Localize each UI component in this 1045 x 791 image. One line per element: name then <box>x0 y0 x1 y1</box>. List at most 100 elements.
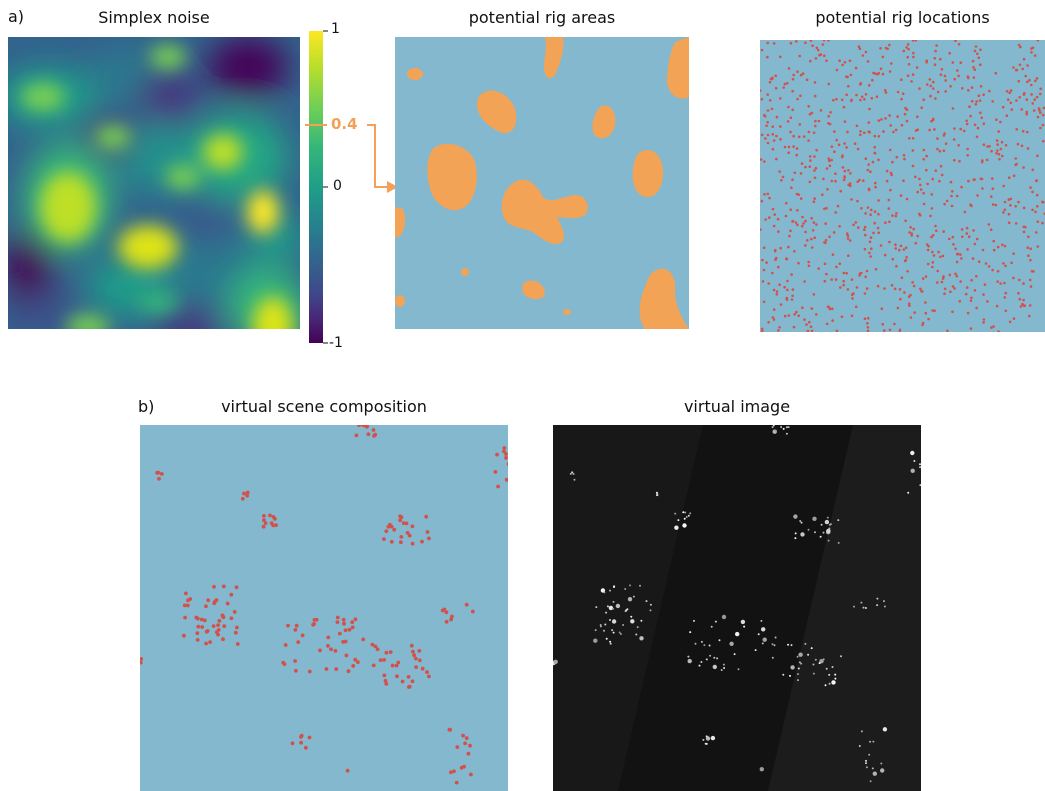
rig-location-dot <box>806 239 809 242</box>
image-spot <box>880 762 883 765</box>
rig-dot <box>283 643 288 647</box>
rig-location-dot <box>945 199 949 203</box>
image-spot <box>705 658 708 661</box>
rig-location-dot <box>914 175 917 179</box>
image-spot <box>624 610 627 613</box>
rig-location-dot <box>894 243 897 246</box>
image-spot <box>761 642 764 645</box>
rig-location-dot <box>918 177 921 181</box>
rig-location-dot <box>985 158 989 162</box>
image-spot <box>818 662 821 665</box>
rig-location-dot <box>891 160 894 164</box>
rig-area <box>481 104 489 110</box>
rig-location-dot <box>865 287 869 290</box>
rig-location-dot <box>997 152 1001 156</box>
rig-dot <box>413 656 418 661</box>
rig-location-dot <box>959 61 963 64</box>
rig-location-dot <box>908 231 911 234</box>
rig-location-dot <box>982 122 986 125</box>
rig-dot <box>346 669 351 674</box>
rig-location-dot <box>765 124 768 128</box>
rig-location-dot <box>893 322 896 326</box>
rig-location-dot <box>768 196 771 200</box>
rig-location-dot <box>854 66 858 70</box>
rig-location-dot <box>951 190 954 193</box>
rig-location-dot <box>784 201 788 205</box>
rig-location-dot <box>777 230 780 233</box>
rig-location-dot <box>787 314 791 317</box>
rig-location-dot <box>924 311 928 315</box>
rig-location-dot <box>777 265 780 269</box>
rig-location-dot <box>953 127 956 130</box>
image-spot <box>907 491 910 494</box>
image-spot <box>622 624 625 626</box>
rig-location-dot <box>828 235 831 239</box>
virtual-image <box>553 425 921 791</box>
rig-dot <box>342 621 346 626</box>
rig-location-dot <box>857 45 861 48</box>
rig-location-dot <box>900 97 903 101</box>
rig-location-dot <box>995 151 998 155</box>
rig-dot <box>290 741 295 746</box>
rig-dot <box>452 769 456 774</box>
rig-dot <box>411 649 415 654</box>
rig-location-dot <box>1035 95 1039 99</box>
rig-location-dot <box>1023 92 1026 95</box>
image-spot <box>862 606 865 609</box>
rig-location-dot <box>1002 184 1005 188</box>
rig-location-dot <box>910 232 913 235</box>
rig-dot <box>444 619 449 624</box>
rig-location-dot <box>792 73 795 77</box>
image-spot <box>612 607 615 610</box>
rig-dot <box>271 523 276 528</box>
rig-location-dot <box>811 229 815 232</box>
rig-location-dot <box>911 281 914 284</box>
rig-dot <box>343 639 348 644</box>
rig-area <box>395 295 405 307</box>
rig-location-dot <box>792 134 795 138</box>
rig-dot <box>216 628 221 632</box>
rig-location-dot <box>883 287 886 290</box>
rig-location-dot <box>787 105 790 109</box>
rig-location-dot <box>830 278 833 281</box>
rig-location-dot <box>967 179 970 183</box>
rig-location-dot <box>817 267 820 270</box>
rig-location-dot <box>763 114 766 117</box>
rig-location-dot <box>859 130 862 133</box>
rig-location-dot <box>766 109 770 112</box>
rig-location-dot <box>850 314 854 318</box>
noise-title: Simplex noise <box>98 8 210 27</box>
rig-location-dot <box>965 119 968 123</box>
image-spot <box>771 656 774 659</box>
rig-area <box>477 90 517 134</box>
rig-location-dot <box>951 61 955 64</box>
image-spot <box>649 603 652 606</box>
image-spot <box>618 631 621 634</box>
rig-location-dot <box>1021 303 1025 307</box>
rig-location-dot <box>973 123 977 127</box>
rig-location-dot <box>930 235 933 239</box>
rig-location-dot <box>921 277 925 280</box>
image-spot <box>828 673 831 676</box>
image-spot <box>635 633 638 636</box>
rig-location-dot <box>823 54 826 58</box>
rig-location-dot <box>771 125 775 128</box>
rig-location-dot <box>779 246 782 250</box>
image-spot <box>787 643 790 646</box>
image-spot <box>869 740 872 743</box>
rig-location-dot <box>877 199 880 202</box>
rig-location-dot <box>941 277 945 280</box>
rig-location-dot <box>1032 270 1035 273</box>
image-spot <box>822 531 825 534</box>
image-spot <box>709 654 712 657</box>
rig-location-dot <box>960 257 963 260</box>
rig-locations-map <box>760 40 1045 332</box>
rig-location-dot <box>770 77 774 81</box>
rig-location-dot <box>772 42 776 45</box>
rig-location-dot <box>952 243 955 246</box>
rig-location-dot <box>905 108 909 111</box>
rig-location-dot <box>831 307 834 311</box>
rig-location-dot <box>938 179 941 183</box>
rig-location-dot <box>969 299 973 303</box>
image-spot <box>629 584 631 587</box>
